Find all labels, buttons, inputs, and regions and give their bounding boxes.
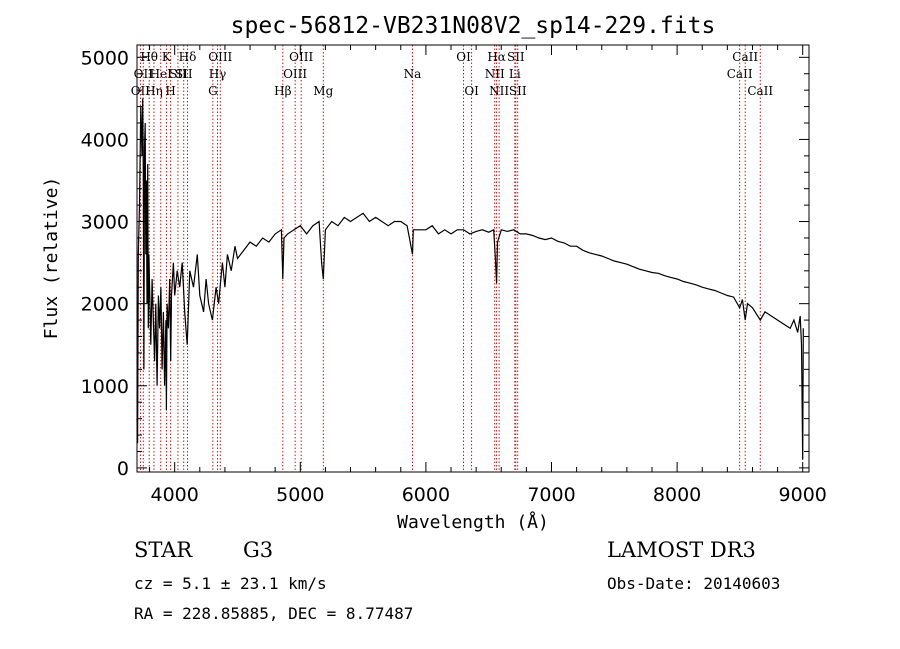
line-label-17: Na [404,67,422,81]
x-axis-label: Wavelength (Å) [397,511,549,533]
line-label-23: Li [509,67,521,81]
line-label-26: CaII [727,67,753,81]
line-label-8: SII [175,67,193,81]
line-label-21: Hα [487,50,506,64]
line-label-19: OI [464,84,479,98]
line-label-7: SII [169,67,187,81]
line-label-9: Hδ [179,50,197,64]
line-label-20: NII [485,67,505,81]
line-label-1: OII [134,67,154,81]
line-label-10: G [208,84,218,98]
y-tick-label-5: 5000 [81,47,129,69]
object-class: STAR [134,538,193,562]
redshift-text: cz = 5.1 ± 23.1 km/s [134,574,327,593]
line-label-25: SII [509,84,527,98]
line-label-22: NII [489,84,509,98]
line-markers: OIIOIIHθHηHeIKHSIISIIHδGHγOIIIHβOIIIOIII… [131,45,773,472]
line-label-18: OI [456,50,471,64]
line-label-5: K [162,50,172,64]
line-label-6: H [165,84,175,98]
x-tick-label-2: 6000 [402,484,450,506]
chart-title: spec-56812-VB231N08V2_sp14-229.fits [231,13,716,39]
line-label-11: Hγ [209,67,227,81]
line-label-0: OII [131,84,151,98]
line-label-28: CaII [747,84,773,98]
object-subclass: G3 [243,538,274,562]
x-tick-label-3: 7000 [527,484,575,506]
x-tick-label-0: 4000 [151,484,199,506]
line-label-16: Mg [313,84,333,98]
x-tick-label-5: 9000 [779,484,827,506]
line-label-27: CaII [732,50,758,64]
coordinates-text: RA = 228.85885, DEC = 8.77487 [134,604,414,623]
line-label-15: OIII [289,50,313,64]
y-tick-label-2: 2000 [81,294,129,316]
line-label-24: SII [507,50,525,64]
x-tick-label-1: 5000 [276,484,324,506]
plot-frame [136,44,810,473]
y-axis-label: Flux (relative) [41,177,62,340]
y-tick-label-1: 1000 [81,376,129,398]
line-label-14: OIII [283,67,307,81]
x-axis-ticks: 4000 5000 6000 7000 8000 9000 [149,45,827,506]
survey-name: LAMOST DR3 [607,538,756,562]
line-label-13: Hβ [274,84,291,98]
x-tick-label-4: 8000 [653,484,701,506]
y-tick-label-3: 3000 [81,212,129,234]
y-tick-label-0: 0 [117,458,129,480]
line-label-3: Hη [145,84,163,98]
line-label-12: OIII [208,50,232,64]
spectrum-line [136,98,804,460]
y-axis-ticks: 0 1000 2000 3000 4000 5000 [81,47,809,480]
observation-date: Obs-Date: 20140603 [607,574,781,593]
y-tick-label-4: 4000 [81,129,129,151]
